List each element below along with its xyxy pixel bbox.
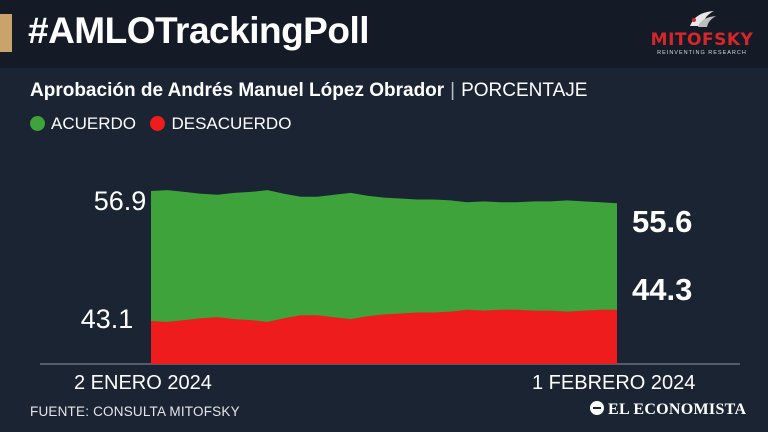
- y-tick-label-start-desacuerdo: 43.1: [81, 304, 134, 334]
- chart-subtitle: Aprobación de Andrés Manuel López Obrado…: [30, 80, 587, 102]
- legend-item-acuerdo: ACUERDO: [30, 114, 136, 134]
- el-economista-logo: EL ECONOMISTA: [590, 401, 746, 419]
- logo-tagline: REINVENTING RESEARCH: [657, 50, 747, 56]
- legend-label-acuerdo: ACUERDO: [51, 114, 137, 133]
- area-desacuerdo: [151, 309, 617, 364]
- legend-label-desacuerdo: DESACUERDO: [171, 114, 292, 133]
- x-label-start: 2 ENERO 2024: [74, 372, 212, 394]
- y-tick-label-start-acuerdo: 56.9: [94, 186, 147, 216]
- source-note: FUENTE: CONSULTA MITOFSKY: [30, 404, 240, 419]
- end-label-desacuerdo: 44.3: [632, 272, 692, 307]
- end-label-acuerdo: 55.6: [632, 204, 692, 239]
- x-label-end: 1 FEBRERO 2024: [532, 372, 696, 394]
- chart-legend: ACUERDO DESACUERDO: [30, 114, 301, 136]
- legend-dot-acuerdo: [30, 116, 45, 131]
- subtitle-separator: |: [450, 80, 456, 101]
- subtitle-unit: PORCENTAJE: [461, 80, 588, 101]
- legend-dot-desacuerdo: [150, 116, 166, 131]
- logo-wordmark: MITOFSKY: [650, 30, 754, 50]
- page-title: #AMLOTrackingPoll: [28, 10, 370, 51]
- header-bar: #AMLOTrackingPoll MITOFSKY REINVENTING R…: [0, 0, 768, 68]
- mitofsky-logo: MITOFSKY REINVENTING RESEARCH: [648, 8, 756, 60]
- legend-item-desacuerdo: DESACUERDO: [150, 114, 291, 134]
- el-economista-icon: [590, 401, 604, 415]
- subtitle-main: Aprobación de Andrés Manuel López Obrado…: [30, 80, 445, 101]
- brand-name: EL ECONOMISTA: [608, 401, 747, 418]
- mitofsky-mark-icon: [690, 11, 716, 27]
- accent-bar: [0, 14, 12, 52]
